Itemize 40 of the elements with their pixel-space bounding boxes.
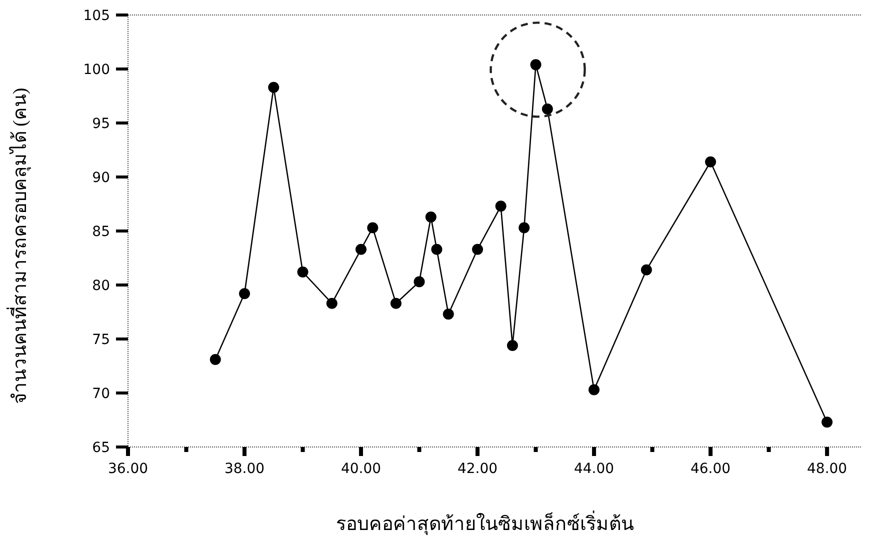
x-tick-label: 42.00 <box>457 461 498 477</box>
x-tick-label: 46.00 <box>690 461 731 477</box>
x-tick-label: 48.00 <box>807 461 848 477</box>
point <box>442 308 454 320</box>
x-tick-label: 44.00 <box>574 461 614 477</box>
point <box>822 416 833 428</box>
y-tick-label: 105 <box>83 8 110 24</box>
point <box>431 244 442 255</box>
y-tick-label: 100 <box>83 62 110 78</box>
point <box>506 340 518 351</box>
point <box>472 244 484 255</box>
y-tick-label: 70 <box>92 386 110 402</box>
point <box>640 264 652 276</box>
x-tick-label: 40.00 <box>340 461 382 477</box>
point <box>239 288 250 300</box>
point <box>326 298 338 309</box>
point <box>518 222 530 234</box>
y-tick-label: 90 <box>92 170 110 186</box>
point <box>588 384 600 396</box>
point <box>367 222 378 234</box>
point <box>356 244 367 255</box>
point <box>705 156 716 168</box>
y-tick-label: 85 <box>92 224 110 240</box>
point <box>542 103 553 114</box>
point <box>425 211 436 222</box>
point <box>297 266 308 278</box>
point <box>268 82 280 93</box>
x-axis-title: รอบคอค่าสุดท้ายในซิมเพล็กซ์เริ่มต้น <box>336 510 634 536</box>
point <box>495 200 506 212</box>
y-tick-label: 95 <box>92 116 110 132</box>
y-axis-title: จำนวนคนที่สามารถครอบคลุมได้ (คน) <box>6 88 32 404</box>
y-tick-label: 65 <box>92 440 110 456</box>
point <box>530 59 542 70</box>
point <box>210 354 221 366</box>
x-tick-label: 36.00 <box>108 461 148 477</box>
y-tick-label: 75 <box>92 332 110 348</box>
x-tick-label: 38.00 <box>224 461 265 477</box>
point <box>414 276 425 288</box>
y-tick-label: 80 <box>92 278 110 294</box>
point <box>390 298 402 309</box>
